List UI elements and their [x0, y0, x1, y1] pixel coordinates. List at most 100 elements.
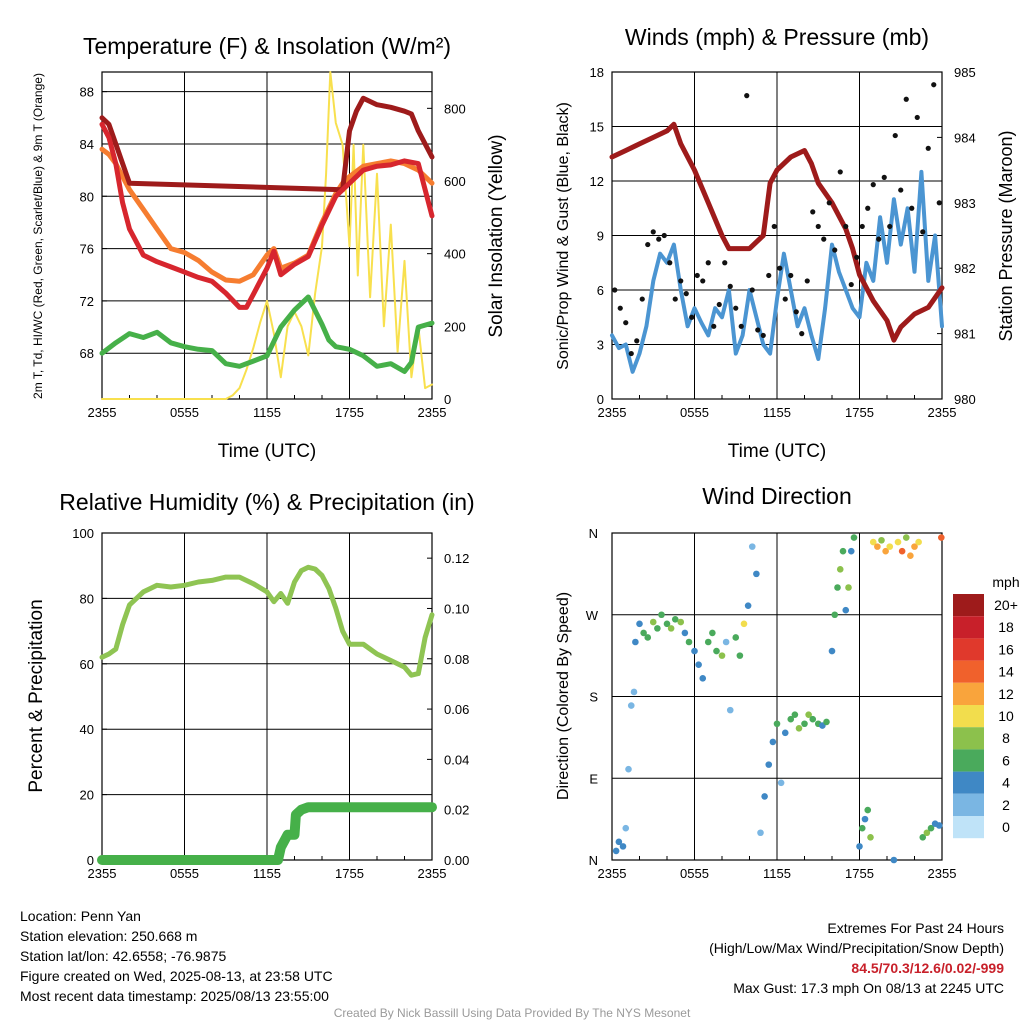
- y-axis-label-left: Sonic/Prop Wind & Gust (Blue, Black): [555, 102, 572, 370]
- colorbar-label: 14: [998, 664, 1014, 680]
- direction-point: [828, 647, 836, 655]
- y-tick-label-left: 76: [80, 242, 94, 257]
- y-tick-label-left: 0: [87, 853, 94, 868]
- direction-point: [640, 629, 647, 637]
- gust-point: [738, 323, 744, 329]
- x-tick-label: 2355: [418, 405, 447, 420]
- direction-point: [882, 547, 889, 555]
- colorbar-swatch: [953, 682, 984, 705]
- insolation-line: [101, 71, 433, 400]
- colorbar-label: 16: [998, 641, 1014, 657]
- direction-point: [627, 702, 635, 709]
- direction-point: [801, 720, 808, 728]
- y-tick-label-right: 0.12: [444, 551, 469, 566]
- colorbar-swatch: [953, 594, 984, 617]
- colorbar-label: 10: [998, 708, 1014, 724]
- colorbar-swatch: [953, 638, 984, 661]
- humidity-line: [99, 564, 435, 678]
- gust-point: [700, 278, 706, 284]
- y-tick-label-left: 3: [597, 338, 604, 353]
- direction-point: [809, 715, 817, 723]
- x-tick-label: 2355: [928, 405, 957, 420]
- colorbar-swatch: [953, 727, 984, 750]
- x-tick-label: 2355: [88, 405, 117, 420]
- gust-point: [777, 265, 783, 271]
- y-tick-label-right: 982: [954, 261, 976, 276]
- dewpoint-line: [99, 294, 435, 374]
- colorbar-label: 4: [1002, 775, 1010, 791]
- direction-point: [777, 779, 785, 787]
- direction-point: [744, 602, 752, 609]
- direction-point: [625, 765, 632, 773]
- y-tick-label-left: 9: [597, 229, 604, 244]
- gust-point: [716, 301, 722, 308]
- y-axis-label-right: Station Pressure (Maroon): [996, 130, 1016, 341]
- gust-point: [672, 296, 678, 302]
- wind-speed-line: [610, 169, 944, 374]
- gust-point: [766, 272, 772, 279]
- direction-point: [685, 638, 693, 646]
- direction-point: [923, 829, 931, 837]
- colorbar-swatch: [953, 793, 984, 816]
- gust-point: [727, 283, 733, 289]
- direction-point: [667, 625, 675, 632]
- direction-point: [919, 833, 927, 841]
- gust-point: [755, 327, 761, 333]
- colorbar-label: 6: [1002, 752, 1010, 768]
- latlon-text: Station lat/lon: 42.6558; -76.9875: [20, 948, 227, 964]
- x-tick-label: 1155: [763, 866, 791, 881]
- direction-point: [831, 611, 839, 619]
- gust-point: [925, 145, 931, 151]
- y-axis-label-right: Solar Insolation (Yellow): [486, 134, 507, 337]
- gust-point: [826, 200, 832, 206]
- x-axis-label: Time (UTC): [728, 441, 827, 462]
- gust-point: [876, 236, 882, 242]
- direction-point: [847, 547, 855, 555]
- direction-point: [874, 543, 881, 550]
- direction-point: [632, 638, 639, 646]
- y-tick-label-right: 984: [954, 130, 976, 145]
- extremes-subtitle: (High/Low/Max Wind/Precipitation/Snow De…: [709, 940, 1004, 956]
- gust-point: [645, 241, 651, 248]
- direction-point: [753, 570, 760, 578]
- direction-point: [867, 833, 874, 841]
- extremes-panel: Extremes For Past 24 Hours (High/Low/Max…: [709, 918, 1004, 998]
- colorbar-swatch: [953, 771, 984, 794]
- gust-point: [799, 331, 805, 337]
- direction-point: [911, 543, 918, 550]
- x-tick-label: 2355: [88, 866, 117, 881]
- direction-point: [907, 552, 914, 560]
- direction-point: [748, 543, 756, 550]
- direction-point: [773, 720, 781, 728]
- gust-point: [733, 305, 739, 311]
- gust-point: [744, 93, 750, 99]
- x-tick-label: 0555: [680, 866, 709, 881]
- direction-point: [615, 838, 623, 846]
- direction-point: [649, 618, 657, 626]
- direction-point: [740, 620, 748, 628]
- direction-point: [726, 706, 734, 714]
- direction-point: [781, 729, 789, 737]
- gust-point: [771, 223, 777, 230]
- extremes-values: 84.5/70.3/12.6/0.02/-999: [851, 960, 1004, 976]
- gust-point: [815, 223, 821, 230]
- extremes-title: Extremes For Past 24 Hours: [827, 920, 1004, 936]
- direction-point: [622, 824, 630, 832]
- y-tick-label-left: 12: [590, 174, 604, 189]
- direction-tick-label: S: [589, 690, 598, 705]
- y-tick-label-left: 100: [72, 526, 94, 541]
- gust-point: [650, 229, 656, 235]
- gust-point: [832, 247, 838, 253]
- y-tick-label-left: 6: [597, 283, 604, 298]
- direction-point: [732, 634, 740, 641]
- y-tick-label-right: 0.00: [444, 853, 469, 868]
- direction-point: [795, 724, 803, 732]
- direction-point: [757, 829, 764, 837]
- y-tick-label-right: 0: [444, 392, 451, 407]
- y-tick-label-right: 0.08: [444, 652, 469, 667]
- direction-tick-label: N: [589, 526, 598, 541]
- gust-point: [854, 254, 860, 260]
- y-tick-label-right: 0.04: [444, 752, 469, 767]
- plot-frame-1: [101, 71, 433, 400]
- chart-title: Winds (mph) & Pressure (mb): [625, 24, 929, 50]
